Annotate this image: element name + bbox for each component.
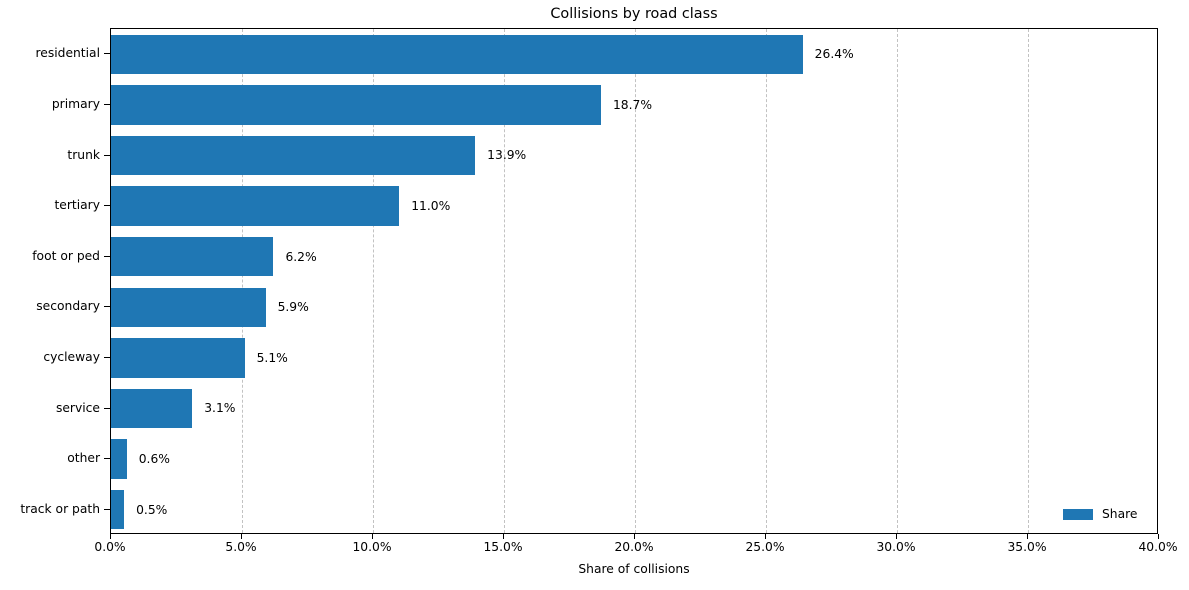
x-axis-tick-labels: 0.0% 5.0% 10.0% 15.0% 20.0% 25.0% 30.0% 35.0% 40… bbox=[0, 540, 1189, 560]
bar[interactable] bbox=[111, 489, 125, 530]
bar-value-label: 5.9% bbox=[277, 300, 309, 315]
bar-value-label: 3.1% bbox=[204, 401, 236, 416]
bar-row[interactable]: 13.9% bbox=[111, 135, 1157, 176]
bar-row[interactable]: 18.7% bbox=[111, 85, 1157, 125]
x-axis-tick-label: 20.0% bbox=[614, 540, 654, 554]
y-axis-tick-mark bbox=[104, 255, 110, 257]
x-axis-tick-label: 15.0% bbox=[483, 540, 523, 554]
legend-label-share: Share bbox=[1102, 507, 1138, 521]
bar[interactable] bbox=[111, 34, 803, 75]
x-axis-tick-label: 25.0% bbox=[745, 540, 785, 554]
x-axis-tick-label: 10.0% bbox=[352, 540, 392, 554]
bar[interactable] bbox=[111, 287, 266, 328]
x-axis-tick-label: 5.0% bbox=[225, 540, 257, 554]
y-axis-tick-label: primary bbox=[51, 96, 100, 111]
y-axis-tick-mark bbox=[104, 306, 110, 308]
y-axis-tick-mark bbox=[104, 356, 110, 358]
x-axis-tick-label: 0.0% bbox=[94, 540, 126, 554]
y-axis-tick-label: residential bbox=[35, 46, 100, 61]
bar-row[interactable]: 11.0% bbox=[111, 186, 1157, 226]
y-axis-tick-labels: residential primary trunk tertiary foot or p… bbox=[0, 28, 100, 534]
x-axis-tick-label: 30.0% bbox=[876, 540, 916, 554]
y-axis-tick-mark bbox=[104, 154, 110, 156]
legend-swatch-share bbox=[1063, 508, 1093, 520]
bar[interactable] bbox=[111, 388, 193, 429]
y-axis-tick-label: service bbox=[55, 400, 100, 415]
bar[interactable] bbox=[111, 439, 127, 479]
bar-value-label: 18.7% bbox=[612, 97, 653, 112]
bar-row[interactable]: 26.4% bbox=[111, 34, 1157, 75]
y-axis-tick-mark bbox=[104, 53, 110, 55]
bar-value-label: 6.2% bbox=[285, 249, 317, 264]
bar-value-label: 11.0% bbox=[411, 199, 451, 214]
y-axis-tick-label: secondary bbox=[36, 299, 100, 314]
bar-row[interactable]: 5.9% bbox=[111, 287, 1157, 328]
x-axis-tick-mark bbox=[634, 534, 635, 539]
bar-row[interactable]: 6.2% bbox=[111, 236, 1157, 277]
bar[interactable] bbox=[111, 338, 245, 378]
bar[interactable] bbox=[111, 186, 400, 226]
y-axis-tick-label: cycleway bbox=[43, 349, 100, 364]
bar-series: 26.4% 18.7% 13.9% 11.0% 6.2% 5.9% 5.1% 3.1% 0.6%… bbox=[111, 29, 1157, 533]
bar-row[interactable]: 0.6% bbox=[111, 439, 1157, 479]
y-axis-tick-mark bbox=[104, 103, 110, 105]
x-axis-tick-mark bbox=[896, 534, 897, 539]
bar[interactable] bbox=[111, 236, 274, 277]
x-axis-tick-mark bbox=[110, 534, 111, 539]
x-axis-tick-mark bbox=[372, 534, 373, 539]
y-axis-tick-mark bbox=[104, 407, 110, 409]
y-axis-tick-marks bbox=[0, 28, 110, 534]
bar[interactable] bbox=[111, 135, 476, 176]
bar-row[interactable]: 5.1% bbox=[111, 338, 1157, 378]
y-axis-tick-label: trunk bbox=[67, 147, 100, 162]
y-axis-tick-label: tertiary bbox=[54, 198, 100, 213]
y-axis-tick-mark bbox=[104, 205, 110, 207]
legend: Share bbox=[1057, 501, 1144, 527]
bar-row[interactable]: 0.5% bbox=[111, 489, 1157, 530]
y-axis-tick-label: other bbox=[67, 451, 100, 466]
y-axis-tick-label: track or path bbox=[20, 501, 100, 516]
x-axis-tick-mark bbox=[503, 534, 504, 539]
x-axis-tick-label: 40.0% bbox=[1138, 540, 1178, 554]
bar-value-label: 0.5% bbox=[136, 502, 168, 517]
plot-area: 26.4% 18.7% 13.9% 11.0% 6.2% 5.9% 5.1% 3.1% 0.6%… bbox=[110, 28, 1158, 534]
bar-value-label: 26.4% bbox=[814, 47, 854, 62]
chart-title: Collisions by road class bbox=[550, 6, 718, 22]
bar-value-label: 5.1% bbox=[256, 350, 288, 365]
y-axis-tick-mark bbox=[104, 458, 110, 460]
bar-row[interactable]: 3.1% bbox=[111, 388, 1157, 429]
x-axis-tick-mark bbox=[1158, 534, 1159, 539]
bar[interactable] bbox=[111, 85, 601, 125]
bar-value-label: 13.9% bbox=[487, 148, 527, 163]
x-axis-tick-mark bbox=[1027, 534, 1028, 539]
x-axis-tick-mark bbox=[241, 534, 242, 539]
y-axis-tick-label: foot or ped bbox=[32, 248, 100, 263]
x-axis-tick-mark bbox=[765, 534, 766, 539]
bar-value-label: 0.6% bbox=[138, 452, 170, 467]
y-axis-tick-mark bbox=[104, 508, 110, 510]
x-axis-label: Share of collisions bbox=[578, 562, 690, 576]
x-axis-tick-label: 35.0% bbox=[1007, 540, 1047, 554]
x-axis-tick-marks bbox=[110, 534, 1159, 542]
